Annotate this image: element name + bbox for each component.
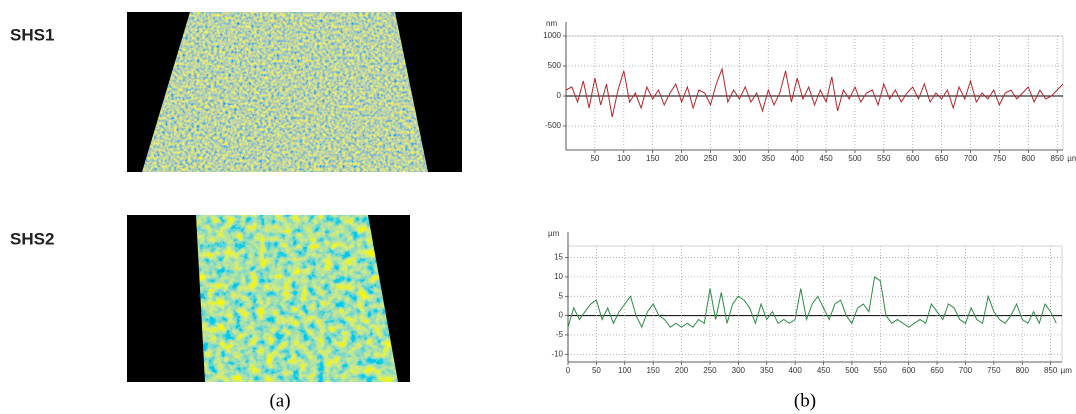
x-tick-label: 700 (959, 366, 973, 375)
y-unit: µm (548, 229, 560, 238)
x-tick-label: 450 (817, 366, 831, 375)
x-tick-label: 250 (703, 366, 717, 375)
y-tick-label: 0 (557, 91, 562, 100)
x-tick-label: 500 (848, 154, 862, 163)
x-tick-label: 650 (930, 366, 944, 375)
x-tick-label: 600 (906, 154, 920, 163)
y-tick-label: -5 (556, 330, 564, 339)
x-tick-label: 450 (819, 154, 833, 163)
x-tick-label: 550 (874, 366, 888, 375)
y-tick-label: 500 (548, 61, 562, 70)
profile-line (565, 67, 1064, 118)
x-tick-label: 600 (902, 366, 916, 375)
profile-line (567, 276, 1057, 329)
y-tick-label: 1000 (543, 31, 561, 40)
y-tick-label: -10 (551, 349, 563, 358)
panel-label: (a) (269, 390, 290, 411)
x-tick-label: 800 (1016, 366, 1030, 375)
x-unit: µm (1061, 366, 1073, 375)
x-tick-label: 0 (566, 366, 571, 375)
y-unit: nm (546, 19, 557, 28)
x-tick-label: 750 (987, 366, 1001, 375)
x-tick-label: 700 (964, 154, 978, 163)
y-tick-label: -500 (545, 121, 562, 130)
x-tick-label: 300 (732, 366, 746, 375)
x-tick-label: 300 (733, 154, 747, 163)
x-tick-label: 400 (788, 366, 802, 375)
sample-label: SHS1 (10, 25, 54, 44)
sample-label: SHS2 (10, 229, 54, 248)
x-tick-label: 500 (845, 366, 859, 375)
x-tick-label: 850 (1044, 366, 1058, 375)
x-tick-label: 200 (675, 366, 689, 375)
x-tick-label: 250 (704, 154, 718, 163)
x-tick-label: 750 (993, 154, 1007, 163)
x-tick-label: 100 (617, 154, 631, 163)
plot-area (565, 35, 1064, 151)
y-tick-label: 0 (559, 311, 564, 320)
x-tick-label: 200 (675, 154, 689, 163)
x-tick-label: 650 (935, 154, 949, 163)
surface-texture-1 (142, 12, 428, 172)
x-tick-label: 50 (590, 154, 599, 163)
y-tick-label: 15 (554, 253, 563, 262)
x-tick-label: 50 (592, 366, 601, 375)
x-tick-label: 550 (877, 154, 891, 163)
x-unit: µm (1067, 154, 1076, 163)
x-tick-label: 350 (760, 366, 774, 375)
x-tick-label: 150 (646, 154, 660, 163)
x-tick-label: 850 (1051, 154, 1065, 163)
plot-area (567, 245, 1063, 363)
y-tick-label: 5 (559, 291, 564, 300)
x-tick-label: 350 (762, 154, 776, 163)
panel-label: (b) (794, 390, 816, 411)
x-tick-label: 150 (646, 366, 660, 375)
x-tick-label: 800 (1022, 154, 1036, 163)
surface-texture-2 (196, 215, 398, 382)
y-tick-label: 10 (554, 272, 563, 281)
x-tick-label: 100 (618, 366, 632, 375)
x-tick-label: 400 (790, 154, 804, 163)
